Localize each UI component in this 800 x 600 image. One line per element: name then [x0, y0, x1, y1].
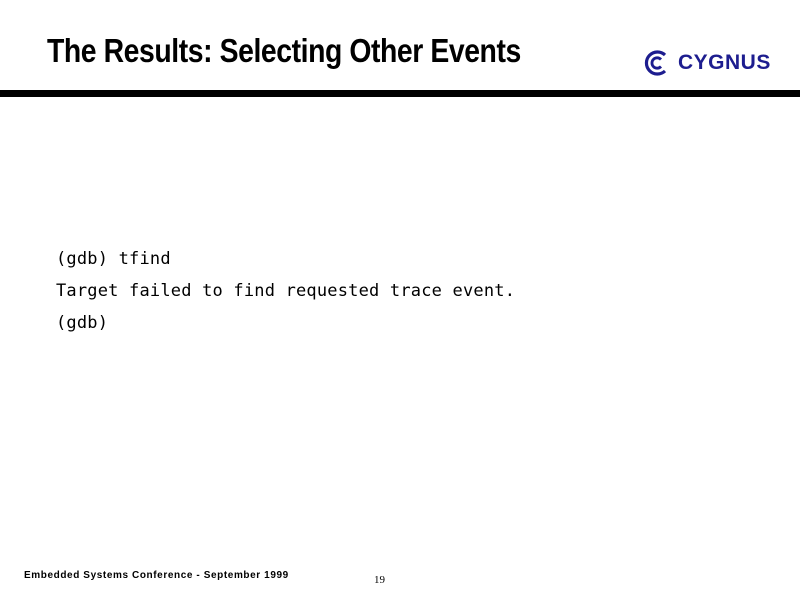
footer-conference: Embedded Systems Conference - September …: [24, 570, 289, 581]
slide-title: The Results: Selecting Other Events: [47, 32, 521, 69]
console-line: (gdb) tfind: [56, 249, 171, 269]
title-divider: [0, 90, 800, 97]
logo-text: CYGNUS: [678, 51, 771, 74]
console-line: Target failed to find requested trace ev…: [56, 281, 516, 301]
page-number: 19: [374, 574, 385, 586]
console-line: (gdb): [56, 313, 109, 333]
cygnus-logo: CYGNUS: [641, 46, 771, 80]
cygnus-c-logo-icon: [641, 48, 671, 78]
gdb-console-output: (gdb) tfind Target failed to find reques…: [56, 243, 515, 339]
